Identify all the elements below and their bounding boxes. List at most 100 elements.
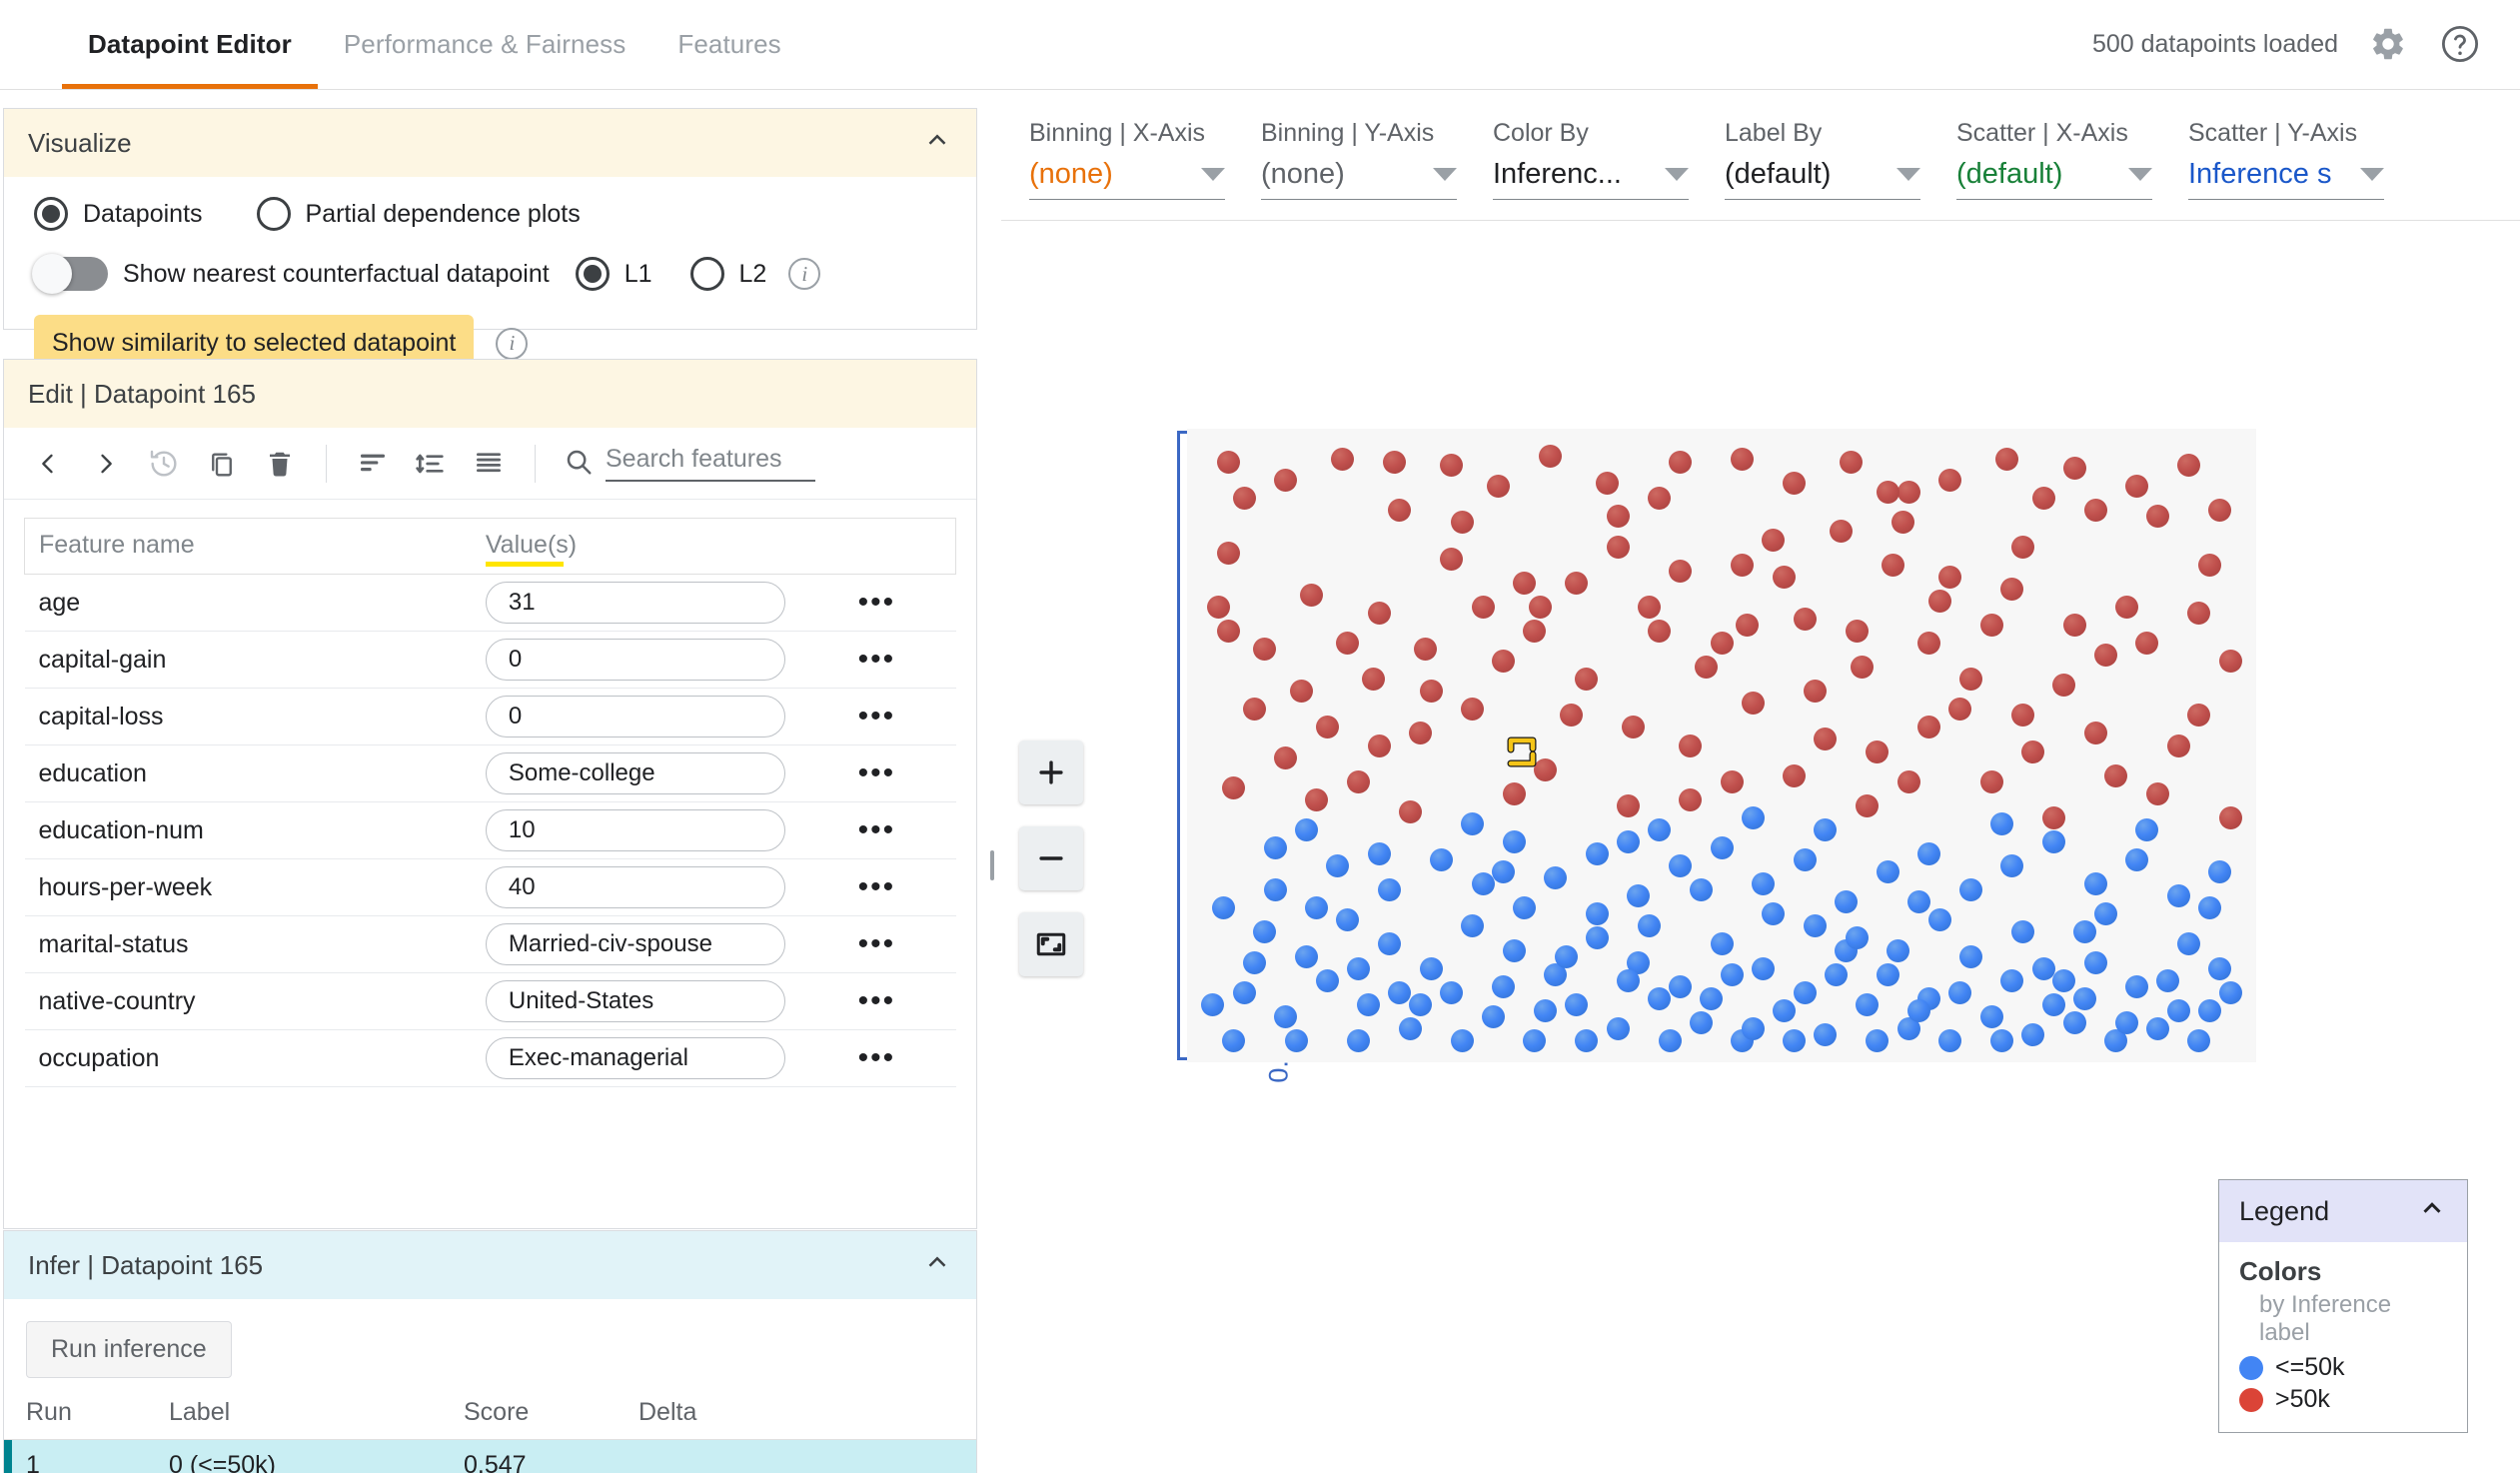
datapoint-dot-under50k[interactable] (1222, 1028, 1246, 1052)
feature-value-input[interactable]: United-States (485, 980, 785, 1022)
datapoint-dot-under50k[interactable] (1876, 860, 1899, 884)
datapoint-dot-under50k[interactable] (1938, 1028, 1962, 1052)
datapoint-dot-under50k[interactable] (2166, 884, 2190, 908)
datapoint-dot-over50k[interactable] (2145, 781, 2169, 805)
datapoint-dot-over50k[interactable] (2135, 631, 2159, 655)
next-datapoint-icon[interactable] (80, 438, 132, 490)
datapoint-dot-over50k[interactable] (1648, 487, 1672, 511)
datapoint-dot-over50k[interactable] (1829, 520, 1853, 544)
datapoint-dot-over50k[interactable] (1606, 535, 1630, 559)
datapoint-dot-over50k[interactable] (1528, 595, 1552, 619)
datapoint-dot-under50k[interactable] (1689, 1010, 1713, 1034)
datapoint-dot-over50k[interactable] (2052, 674, 2076, 698)
datapoint-dot-under50k[interactable] (1720, 962, 1744, 986)
tab-features[interactable]: Features (677, 28, 781, 59)
table-row[interactable]: education Some-college ••• (24, 744, 956, 802)
datapoint-dot-under50k[interactable] (1762, 902, 1786, 926)
datapoint-dot-over50k[interactable] (1565, 571, 1589, 595)
datapoint-dot-over50k[interactable] (1450, 511, 1474, 535)
datapoint-dot-over50k[interactable] (1471, 595, 1495, 619)
datapoint-dot-over50k[interactable] (1596, 472, 1620, 496)
datapoint-dot-over50k[interactable] (2062, 613, 2086, 637)
datapoint-dot-under50k[interactable] (1367, 842, 1391, 866)
datapoint-dot-over50k[interactable] (1637, 595, 1661, 619)
datapoint-dot-under50k[interactable] (1211, 896, 1235, 920)
datapoint-dot-under50k[interactable] (2000, 854, 2024, 878)
datapoint-dot-over50k[interactable] (1917, 716, 1941, 739)
datapoint-dot-over50k[interactable] (1783, 472, 1807, 496)
datapoint-dot-under50k[interactable] (1440, 980, 1464, 1004)
gear-icon[interactable] (2366, 22, 2410, 66)
row-menu-icon[interactable]: ••• (857, 586, 896, 619)
datapoint-dot-under50k[interactable] (1648, 986, 1672, 1010)
datapoint-dot-over50k[interactable] (1979, 769, 2003, 793)
radio-datapoints[interactable] (34, 197, 68, 231)
datapoint-dot-over50k[interactable] (1736, 613, 1760, 637)
datapoint-dot-over50k[interactable] (1995, 448, 2019, 472)
datapoint-dot-over50k[interactable] (1242, 698, 1266, 722)
datapoint-dot-over50k[interactable] (2031, 487, 2055, 511)
datapoint-dot-over50k[interactable] (1855, 793, 1879, 817)
datapoint-dot-under50k[interactable] (1668, 974, 1692, 998)
datapoint-dot-over50k[interactable] (2000, 577, 2024, 601)
datapoint-dot-under50k[interactable] (1294, 944, 1318, 968)
datapoint-dot-over50k[interactable] (2083, 722, 2107, 745)
legend-item[interactable]: <=50k (2239, 1353, 2447, 1382)
datapoint-dot-over50k[interactable] (1850, 656, 1874, 680)
zoom-in-button[interactable] (1019, 740, 1083, 804)
table-row[interactable]: age 31 ••• (24, 574, 956, 632)
datapoint-dot-over50k[interactable] (1948, 698, 1972, 722)
datapoint-dot-over50k[interactable] (1492, 650, 1516, 674)
legend-header[interactable]: Legend (2219, 1180, 2467, 1242)
chevron-up-icon[interactable] (922, 125, 952, 162)
datapoint-dot-under50k[interactable] (1866, 1028, 1890, 1052)
sort-by-name-icon[interactable] (347, 438, 399, 490)
datapoint-dot-under50k[interactable] (1814, 1022, 1838, 1046)
datapoint-dot-over50k[interactable] (1523, 619, 1547, 643)
datapoint-dot-over50k[interactable] (1336, 631, 1360, 655)
datapoint-dot-under50k[interactable] (1906, 998, 1930, 1022)
datapoint-dot-under50k[interactable] (1378, 932, 1402, 956)
run-inference-button[interactable]: Run inference (26, 1321, 232, 1378)
row-menu-icon[interactable]: ••• (857, 1041, 896, 1074)
datapoint-dot-over50k[interactable] (2010, 535, 2034, 559)
datapoint-dot-under50k[interactable] (2062, 1010, 2086, 1034)
datapoint-dot-over50k[interactable] (1346, 769, 1370, 793)
row-menu-icon[interactable]: ••• (857, 756, 896, 789)
datapoint-dot-over50k[interactable] (1840, 451, 1864, 475)
table-row[interactable]: hours-per-week 40 ••• (24, 858, 956, 916)
datapoint-dot-under50k[interactable] (1575, 1028, 1599, 1052)
datapoint-dot-over50k[interactable] (1896, 769, 1920, 793)
datapoint-dot-under50k[interactable] (1398, 1016, 1422, 1040)
panel-resize-handle[interactable] (990, 850, 994, 880)
datapoint-dot-under50k[interactable] (2073, 986, 2097, 1010)
datapoint-dot-under50k[interactable] (1648, 817, 1672, 841)
datapoint-dot-over50k[interactable] (1305, 787, 1329, 811)
datapoint-dot-under50k[interactable] (1461, 914, 1485, 938)
datapoint-dot-over50k[interactable] (1367, 734, 1391, 757)
scatter-plot-area[interactable] (1187, 429, 2256, 1062)
datapoint-dot-under50k[interactable] (1627, 950, 1651, 974)
datapoint-dot-over50k[interactable] (1804, 680, 1827, 704)
datapoint-dot-over50k[interactable] (1876, 481, 1899, 505)
row-menu-icon[interactable]: ••• (857, 927, 896, 960)
datapoint-dot-over50k[interactable] (1300, 583, 1324, 607)
datapoint-dot-under50k[interactable] (1502, 829, 1526, 853)
datapoint-dot-under50k[interactable] (1741, 1016, 1765, 1040)
row-menu-icon[interactable]: ••• (857, 643, 896, 676)
radio-partial-dependence-plots[interactable] (256, 197, 291, 231)
datapoint-dot-over50k[interactable] (1315, 716, 1339, 739)
datapoint-dot-over50k[interactable] (2093, 644, 2117, 668)
datapoint-dot-under50k[interactable] (2125, 974, 2149, 998)
datapoint-dot-over50k[interactable] (1487, 475, 1511, 499)
similarity-info-icon[interactable]: i (496, 327, 529, 360)
feature-value-input[interactable]: 40 (485, 866, 785, 908)
datapoint-dot-over50k[interactable] (1367, 601, 1391, 625)
datapoint-dot-over50k[interactable] (1622, 716, 1646, 739)
datapoint-dot-under50k[interactable] (1668, 854, 1692, 878)
binning-x-axis-select[interactable]: (none) (1029, 158, 1225, 200)
sort-by-value-icon[interactable] (405, 438, 457, 490)
feature-value-input[interactable]: Some-college (485, 752, 785, 794)
feature-value-input[interactable]: Exec-managerial (485, 1037, 785, 1079)
label-by-select[interactable]: (default) (1725, 158, 1920, 200)
